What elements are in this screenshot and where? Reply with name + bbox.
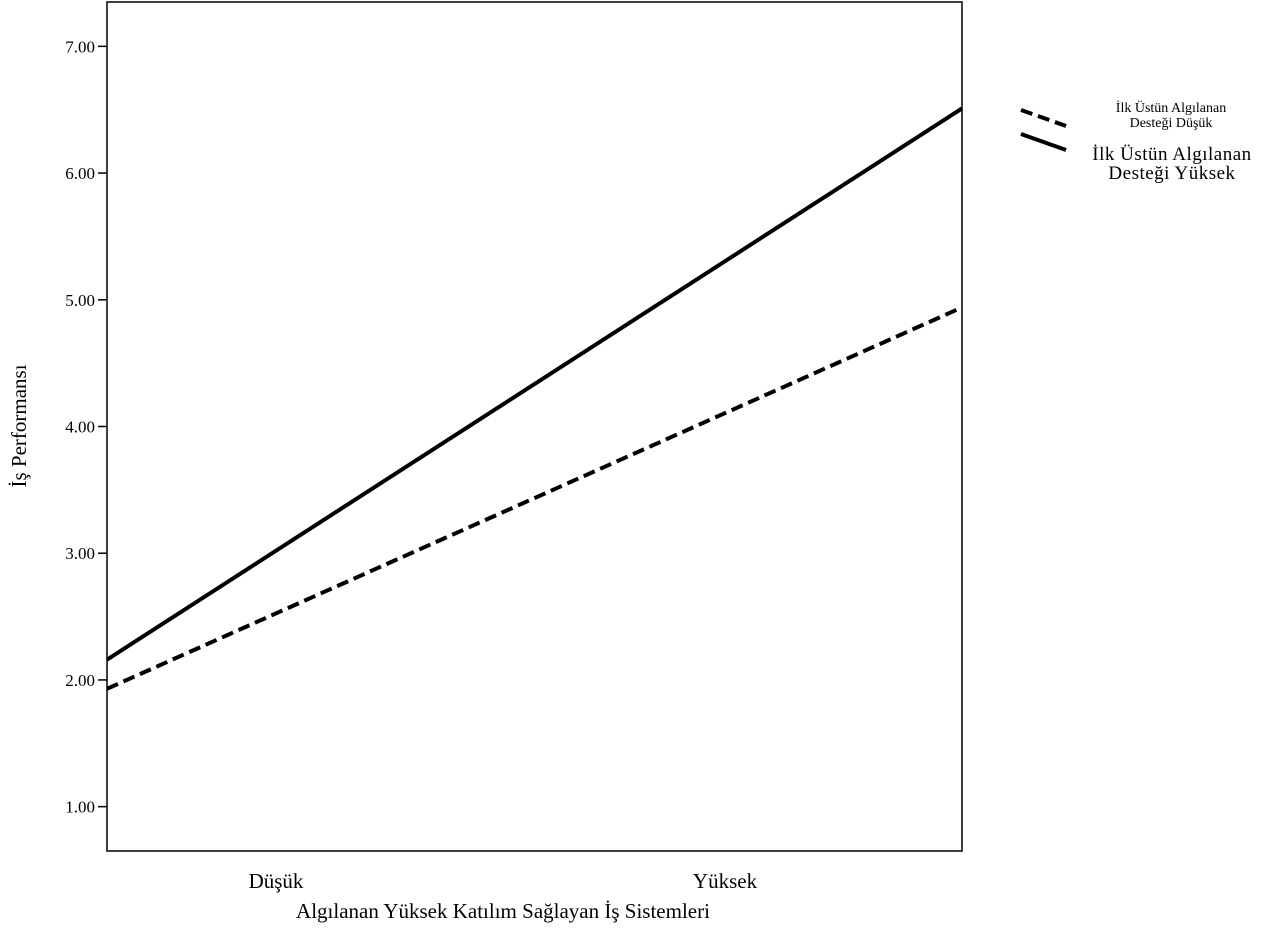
y-axis-title: İş Performansı: [7, 364, 31, 487]
legend-label-line: Desteği Yüksek: [1108, 163, 1235, 184]
legend-label: İlk Üstün Algılanan Desteği Düşük: [1116, 99, 1226, 131]
legend-swatch-solid: [1020, 132, 1067, 152]
y-tick-label: 2.00: [65, 671, 95, 690]
series-line-solid: [105, 106, 964, 662]
x-tick-label: Yüksek: [693, 869, 758, 893]
y-axis: 1.00 2.00 3.00 4.00 5.00 6.00 7.00: [65, 37, 107, 817]
y-tick-label: 3.00: [65, 544, 95, 563]
plot-frame: [106, 1, 963, 852]
legend-label-line: Desteği Düşük: [1130, 116, 1213, 131]
y-tick-label: 4.00: [65, 418, 95, 437]
y-tick-label: 5.00: [65, 291, 95, 310]
x-axis-title: Algılanan Yüksek Katılım Sağlayan İş Sis…: [296, 899, 710, 923]
x-axis: Düşük Yüksek: [249, 869, 758, 893]
x-tick-label: Düşük: [249, 869, 304, 893]
legend-swatch-dashed: [1020, 108, 1067, 128]
legend-label-line: İlk Üstün Algılanan: [1092, 144, 1251, 165]
legend-label-line: İlk Üstün Algılanan: [1116, 99, 1226, 116]
series-line-dashed: [106, 305, 963, 691]
y-tick-label: 1.00: [65, 798, 95, 817]
legend-label: İlk Üstün Algılanan Desteği Yüksek: [1092, 144, 1251, 184]
y-tick-label: 6.00: [65, 164, 95, 183]
series-layer: [105, 106, 964, 691]
y-tick-label: 7.00: [65, 37, 95, 56]
